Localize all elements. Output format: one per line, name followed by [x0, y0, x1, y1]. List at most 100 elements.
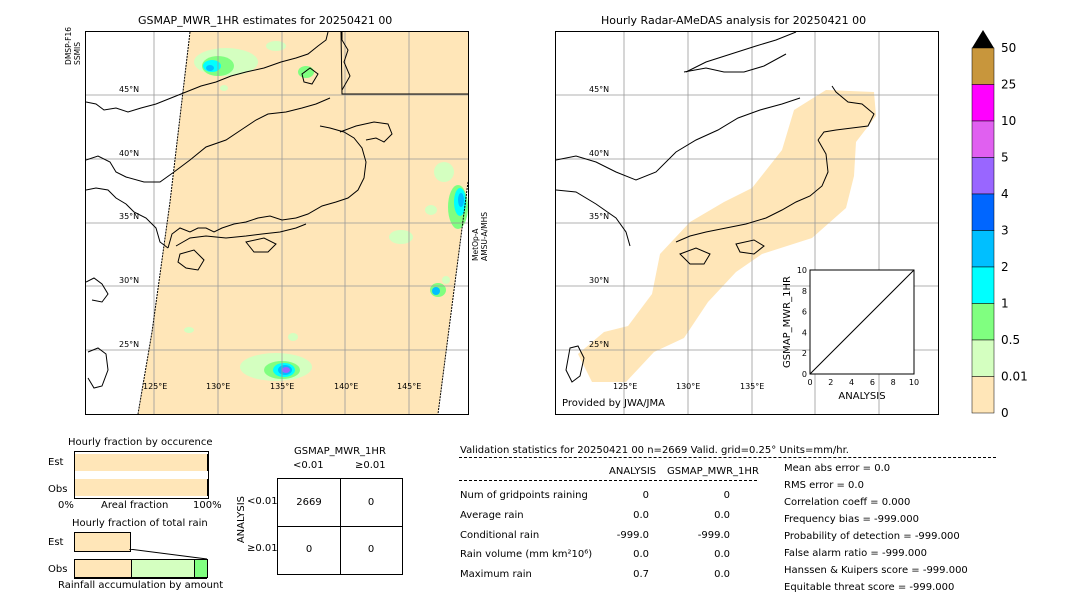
scatter-inset: 0 2 4 6 8 10 0 2 4 6 8 10 GSMAP_MWR_1HR ANALYSIS [782, 266, 919, 402]
val-row-gsmap: 0 [723, 490, 730, 501]
colorbar-segment [971, 266, 995, 304]
col-analysis: ANALYSIS [609, 466, 657, 477]
cell-12: 0 [367, 497, 375, 508]
val-row-label: Num of gridpoints raining [460, 490, 588, 501]
colorbar-segment [971, 303, 995, 341]
lon-label-130: 130°E [206, 382, 231, 391]
lat-label-30: 30°N [119, 276, 140, 285]
score-hk: Hanssen & Kuipers score = -999.000 [784, 565, 968, 576]
col-gsmap: GSMAP_MWR_1HR [667, 466, 759, 477]
val-row-gsmap: 0.0 [714, 569, 730, 580]
colorbar-label: 50 [1001, 41, 1016, 55]
score-corr: Correlation coeff = 0.000 [784, 497, 911, 508]
colorbar-label: 0.5 [1001, 333, 1020, 347]
val-row-label: Rain volume (mm km²10⁶) [460, 549, 593, 560]
right-lat-label-40: 40°N [589, 149, 610, 158]
tot-obs-bar-2 [131, 559, 195, 578]
score-rmse: RMS error = 0.0 [784, 480, 864, 491]
validation-divider [459, 457, 996, 458]
scatter-xtick: 0 [807, 378, 812, 387]
right-lon-label-130: 130°E [676, 382, 701, 391]
tot-obs-bar-3 [194, 559, 208, 578]
colorbar-label: 1 [1001, 297, 1009, 311]
lon-label-140: 140°E [334, 382, 359, 391]
colorbar-segment [971, 157, 995, 195]
colorbar-segment [971, 47, 995, 85]
scatter-diagonal [809, 269, 915, 375]
val-row-gsmap: 0.0 [714, 510, 730, 521]
lat-label-45: 45°N [119, 85, 140, 94]
total-rain-title: Hourly fraction of total rain [72, 518, 208, 529]
val-row-analysis: 0 [642, 490, 649, 501]
colorbar-label: 0.01 [1001, 370, 1028, 384]
left-map-grid [86, 32, 468, 414]
colorbar-segment [971, 84, 995, 122]
scatter-xtick: 8 [891, 378, 896, 387]
contingency-title: GSMAP_MWR_1HR [294, 446, 386, 457]
val-row-label: Maximum rain [460, 569, 532, 580]
occ-est-bar [75, 454, 208, 471]
scatter-ylabel: GSMAP_MWR_1HR [782, 276, 793, 368]
tot-est-bar [74, 532, 131, 552]
occ-tick-0: 0% [58, 500, 74, 511]
left-map-title: GSMAP_MWR_1HR estimates for 20250421 00 [138, 14, 393, 27]
cell-11: 2669 [296, 497, 322, 508]
val-row-analysis: 0.0 [633, 549, 649, 560]
colorbar-label: 25 [1001, 78, 1016, 92]
right-lat-label-45: 45°N [589, 85, 610, 94]
lat-label-35: 35°N [119, 212, 140, 221]
colorbar-segment [971, 230, 995, 268]
colorbar-segment [971, 193, 995, 231]
val-row-gsmap: 0.0 [714, 549, 730, 560]
tot-est-label: Est [48, 537, 64, 548]
right-coastlines [556, 32, 875, 383]
contingency-col-1: <0.01 [293, 460, 324, 471]
scatter-xtick: 2 [828, 378, 833, 387]
tot-obs-label: Obs [48, 564, 68, 575]
cell-21: 0 [305, 544, 313, 555]
contingency-col-2: ≥0.01 [355, 460, 386, 471]
occ-est-label: Est [48, 457, 64, 468]
val-row-analysis: 0.0 [633, 510, 649, 521]
right-lat-label-25: 25°N [589, 340, 610, 349]
scatter-ytick: 2 [802, 349, 807, 358]
tot-obs-bar-1 [74, 559, 132, 578]
validation-subdivider [459, 480, 757, 481]
right-map-svg [556, 32, 938, 414]
right-lat-label-30: 30°N [589, 276, 610, 285]
colorbar-label: 2 [1001, 260, 1009, 274]
right-map-panel: 45°N 40°N 35°N 30°N 25°N 125°E 130°E 135… [555, 31, 939, 415]
colorbar-label: 4 [1001, 187, 1009, 201]
occ-xlabel: Areal fraction [101, 500, 169, 511]
contingency-row-label: ANALYSIS [236, 496, 247, 544]
cell-22: 0 [367, 544, 375, 555]
lon-label-135: 135°E [270, 382, 295, 391]
total-rain-connector [129, 549, 208, 560]
left-map-svg [86, 32, 468, 414]
score-mae: Mean abs error = 0.0 [784, 463, 891, 474]
scatter-ytick: 10 [797, 266, 807, 275]
colorbar-label: 10 [1001, 114, 1016, 128]
val-row-gsmap: -999.0 [697, 530, 730, 541]
lat-label-40: 40°N [119, 149, 140, 158]
score-bias: Frequency bias = -999.000 [784, 514, 919, 525]
colorbar-segment [971, 120, 995, 158]
satellite-label-dmsp: DMSP-F16 SSMIS [64, 27, 82, 65]
score-far: False alarm ratio = -999.000 [784, 548, 927, 559]
right-lon-label-135: 135°E [740, 382, 765, 391]
occ-obs-label: Obs [48, 484, 68, 495]
colorbar-extend-arrow [972, 30, 994, 48]
total-rain-frame [74, 532, 208, 579]
val-row-analysis: -999.0 [616, 530, 649, 541]
scatter-ytick: 4 [802, 328, 807, 337]
scatter-xlabel: ANALYSIS [838, 391, 885, 402]
score-ets: Equitable threat score = -999.000 [784, 582, 955, 593]
scatter-ytick: 0 [802, 370, 807, 379]
colorbar: 50 25 10 5 4 3 2 1 0.5 0.01 0 [971, 30, 1028, 418]
colorbar-segment [971, 376, 995, 414]
left-map-panel: 45°N 40°N 35°N 30°N 25°N 125°E 130°E 135… [85, 31, 469, 415]
scatter-ytick: 8 [802, 287, 807, 296]
contingency-row-1: <0.01 [247, 496, 278, 507]
occ-obs-bar [75, 479, 208, 496]
contingency-table: 2669 0 0 0 [277, 478, 403, 575]
